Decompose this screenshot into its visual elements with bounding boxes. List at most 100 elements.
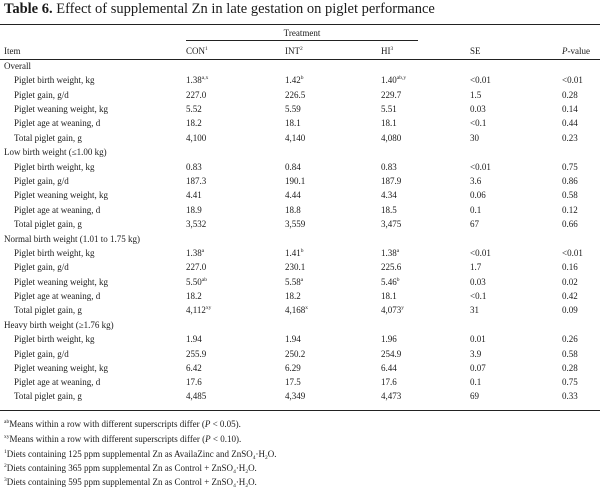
cell-int: 18.8	[285, 204, 301, 215]
cell-p-value: 0.02	[562, 276, 578, 287]
row-item-label: Piglet gain, g/d	[14, 89, 69, 100]
cell-p-value: 0.16	[562, 262, 578, 273]
cell-con: 255.9	[186, 348, 207, 359]
cell-p-value: 0.12	[562, 204, 578, 215]
cell-con: 4,485	[186, 391, 207, 402]
cell-p-value: 0.75	[562, 161, 578, 172]
row-item-label: Piglet gain, g/d	[14, 348, 69, 359]
cell-int: 190.1	[285, 175, 306, 186]
cell-p-value: 0.28	[562, 89, 578, 100]
cell-int: 230.1	[285, 262, 306, 273]
cell-p-value: 0.58	[562, 190, 578, 201]
cell-hi: 1.38a	[381, 247, 400, 258]
hi-header: HI3	[381, 46, 394, 56]
footnote-3: 3Diets containing 595 ppm supplemental Z…	[4, 477, 257, 489]
cell-con: 227.0	[186, 89, 207, 100]
treatment-header: Treatment	[283, 28, 321, 38]
cell-se: <0.1	[470, 290, 487, 301]
cell-int: 4,168x	[285, 305, 308, 316]
table-caption: Effect of supplemental Zn in late gestat…	[52, 1, 435, 17]
int-header: INT2	[285, 46, 303, 56]
cell-con: 18.2	[186, 118, 202, 129]
cell-con: 17.6	[186, 377, 202, 388]
row-item-label: Piglet weaning weight, kg	[14, 190, 108, 201]
footnote-2: 2Diets containing 365 ppm supplemental Z…	[4, 463, 257, 475]
section-label: Heavy birth weight (≥1.76 kg)	[4, 319, 114, 330]
con-header: CON1	[186, 46, 208, 56]
row-item-label: Piglet weaning weight, kg	[14, 276, 108, 287]
cell-hi: 17.6	[381, 377, 397, 388]
section-label: Overall	[4, 61, 31, 71]
cell-hi: 225.6	[381, 262, 402, 273]
cell-int: 6.29	[285, 362, 301, 373]
cell-p-value: 0.44	[562, 118, 578, 129]
cell-se: 1.7	[470, 262, 482, 273]
cell-p-value: 0.42	[562, 290, 578, 301]
row-item-label: Piglet gain, g/d	[14, 175, 69, 186]
cell-p-value: 0.26	[562, 334, 578, 345]
cell-hi: 18.1	[381, 118, 397, 129]
cell-se: 0.03	[470, 276, 486, 287]
cell-con: 227.0	[186, 262, 207, 273]
cell-con: 4,100	[186, 132, 207, 143]
cell-int: 1.41b	[285, 247, 304, 258]
cell-se: 0.01	[470, 334, 486, 345]
cell-p-value: 0.14	[562, 103, 578, 114]
cell-int: 4.44	[285, 190, 301, 201]
cell-hi: 1.40ab,y	[381, 75, 407, 86]
cell-se: 1.5	[470, 89, 482, 100]
cell-int: 1.94	[285, 334, 301, 345]
cell-con: 1.38a	[186, 247, 205, 258]
cell-con: 1.38a,x	[186, 75, 209, 86]
header-rule	[0, 59, 600, 60]
cell-int: 18.2	[285, 290, 301, 301]
cell-p-value: 0.75	[562, 377, 578, 388]
row-item-label: Piglet weaning weight, kg	[14, 362, 108, 373]
cell-con: 4,112xy	[186, 305, 212, 316]
footnote-xy: xyMeans within a row with different supe…	[4, 434, 242, 444]
cell-con: 18.2	[186, 290, 202, 301]
section-label: Low birth weight (≤1.00 kg)	[4, 147, 107, 158]
cell-se: 0.1	[470, 377, 482, 388]
cell-con: 5.52	[186, 103, 202, 114]
row-item-label: Piglet birth weight, kg	[14, 247, 95, 258]
cell-se: 31	[470, 305, 479, 316]
row-item-label: Piglet birth weight, kg	[14, 75, 95, 86]
top-rule	[0, 24, 600, 26]
row-item-label: Piglet birth weight, kg	[14, 161, 95, 172]
cell-con: 5.50ab	[186, 276, 207, 287]
cell-se: 67	[470, 218, 479, 229]
cell-hi: 6.44	[381, 362, 397, 373]
cell-se: 0.1	[470, 204, 482, 215]
treatment-rule	[186, 40, 418, 41]
cell-p-value: 0.66	[562, 218, 578, 229]
cell-int: 5.59	[285, 103, 301, 114]
cell-p-value: 0.58	[562, 348, 578, 359]
cell-se: 69	[470, 391, 479, 402]
row-item-label: Piglet age at weaning, d	[14, 290, 101, 301]
cell-con: 187.3	[186, 175, 207, 186]
cell-hi: 4,073y	[381, 305, 404, 316]
cell-se: 3.6	[470, 175, 482, 186]
cell-con: 4.41	[186, 190, 202, 201]
row-item-label: Piglet age at weaning, d	[14, 118, 101, 129]
table-number: Table 6.	[4, 1, 53, 17]
row-item-label: Total piglet gain, g	[14, 391, 82, 402]
cell-int: 250.2	[285, 348, 306, 359]
cell-hi: 0.83	[381, 161, 397, 172]
cell-se: 3.9	[470, 348, 482, 359]
cell-p-value: 0.23	[562, 132, 578, 143]
cell-se: <0.01	[470, 247, 491, 258]
cell-hi: 18.5	[381, 204, 397, 215]
cell-se: 0.06	[470, 190, 486, 201]
row-item-label: Total piglet gain, g	[14, 132, 82, 143]
cell-con: 0.83	[186, 161, 202, 172]
cell-int: 226.5	[285, 89, 306, 100]
cell-hi: 3,475	[381, 218, 402, 229]
cell-hi: 5.51	[381, 103, 397, 114]
cell-hi: 254.9	[381, 348, 402, 359]
row-item-label: Total piglet gain, g	[14, 305, 82, 316]
cell-hi: 187.9	[381, 175, 402, 186]
row-item-label: Piglet age at weaning, d	[14, 204, 101, 215]
cell-con: 1.94	[186, 334, 202, 345]
